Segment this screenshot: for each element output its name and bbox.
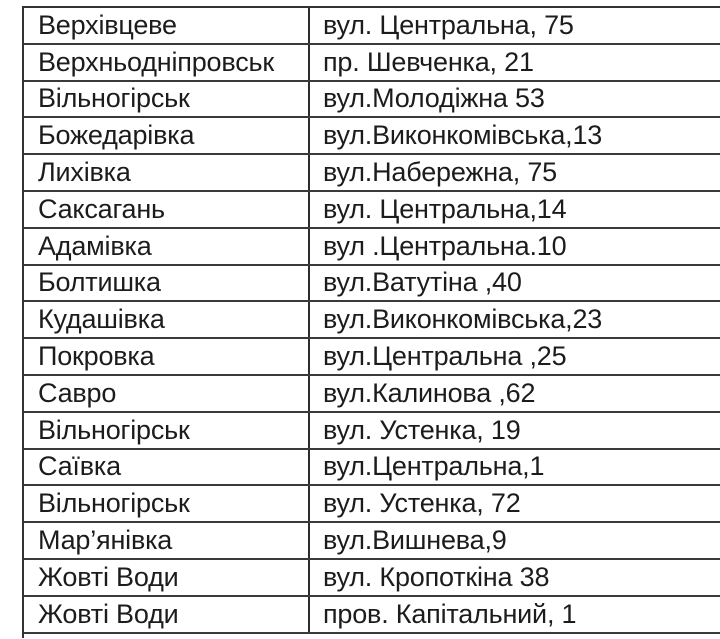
address-cell: пров. Капітальний, 1 bbox=[323, 598, 577, 629]
table-row: Саксагань вул. Центральна,14 bbox=[24, 191, 720, 229]
table-row: Вільногірськ вул.Молодіжна 53 bbox=[24, 81, 720, 119]
address-cell: вул.Вишнева,9 bbox=[323, 525, 507, 556]
address-cell: вул.Виконкомівська,13 bbox=[323, 120, 603, 151]
settlement-cell: Верхньодніпровськ bbox=[24, 44, 310, 80]
settlement-cell: Мар’янівка bbox=[24, 523, 310, 558]
address-cell: вул.Молодіжна 53 bbox=[323, 83, 545, 114]
table-row: Лихівка вул.Набережна, 75 bbox=[24, 155, 720, 192]
table-row: Покровка вул.Центральна ,25 bbox=[24, 339, 720, 376]
settlement-cell: Болтишка bbox=[24, 265, 310, 301]
settlement-cell: Савро bbox=[24, 375, 310, 411]
settlement-cell: Верхівцеве bbox=[24, 8, 310, 43]
table-row: Верхньодніпровськ пр. Шевченка, 21 bbox=[24, 44, 720, 82]
address-table: Верхівцеве вул. Центральна, 75 Верхньодн… bbox=[22, 6, 720, 638]
table-row: Савро вул.Калинова ,62 bbox=[24, 375, 720, 413]
address-cell: вул. Устенка, 19 bbox=[323, 414, 521, 445]
address-cell: пр. Шевченка, 21 bbox=[323, 46, 534, 77]
table-body: Верхівцеве вул. Центральна, 75 Верхньодн… bbox=[24, 8, 720, 634]
address-cell: вул. Устенка, 72 bbox=[323, 488, 521, 519]
settlement-cell: Саївка bbox=[24, 449, 310, 485]
settlement-cell: Адамівка bbox=[24, 228, 310, 264]
table-row: Кудашівка вул.Виконкомівська,23 bbox=[24, 302, 720, 340]
table-row: Болтишка вул.Ватутіна ,40 bbox=[24, 265, 720, 303]
table-row: Верхівцеве вул. Центральна, 75 bbox=[24, 8, 720, 45]
table-row: Вільногірськ вул. Устенка, 19 bbox=[24, 412, 720, 450]
settlement-cell: Божедарівка bbox=[24, 118, 310, 154]
address-cell: вул .Центральна.10 bbox=[323, 230, 567, 261]
settlement-cell: Вільногірськ bbox=[24, 412, 310, 448]
settlement-cell: Вільногірськ bbox=[24, 486, 310, 522]
table-row: Божедарівка вул.Виконкомівська,13 bbox=[24, 118, 720, 156]
table-row: Жовті Води пров. Капітальний, 1 bbox=[24, 596, 720, 634]
address-cell: вул. Центральна, 75 bbox=[323, 9, 574, 40]
address-cell: вул. Центральна,14 bbox=[323, 193, 567, 224]
address-cell: вул.Центральна ,25 bbox=[323, 341, 567, 372]
table-row: Адамівка вул .Центральна.10 bbox=[24, 228, 720, 266]
table-row: Мар’янівка вул.Вишнева,9 bbox=[24, 523, 720, 560]
settlement-cell: Саксагань bbox=[24, 191, 310, 227]
settlement-cell: Жовті Води bbox=[24, 559, 310, 595]
settlement-cell: Вільногірськ bbox=[24, 81, 310, 117]
settlement-cell: Покровка bbox=[24, 339, 310, 374]
settlement-cell: Жовті Води bbox=[24, 596, 310, 632]
settlement-cell: Кудашівка bbox=[24, 302, 310, 338]
table-row: Вільногірськ вул. Устенка, 72 bbox=[24, 486, 720, 524]
address-cell: вул.Ватутіна ,40 bbox=[323, 267, 522, 298]
table-row: Саївка вул.Центральна,1 bbox=[24, 449, 720, 487]
address-cell: вул.Виконкомівська,23 bbox=[323, 304, 603, 335]
table-row: Жовті Води вул. Кропоткіна 38 bbox=[24, 559, 720, 597]
address-cell: вул. Кропоткіна 38 bbox=[323, 561, 550, 592]
settlement-cell: Лихівка bbox=[24, 155, 310, 190]
cropped-next-row bbox=[24, 633, 720, 638]
address-cell: вул.Калинова ,62 bbox=[323, 377, 536, 408]
address-cell: вул.Набережна, 75 bbox=[323, 157, 557, 188]
address-cell: вул.Центральна,1 bbox=[323, 451, 545, 482]
